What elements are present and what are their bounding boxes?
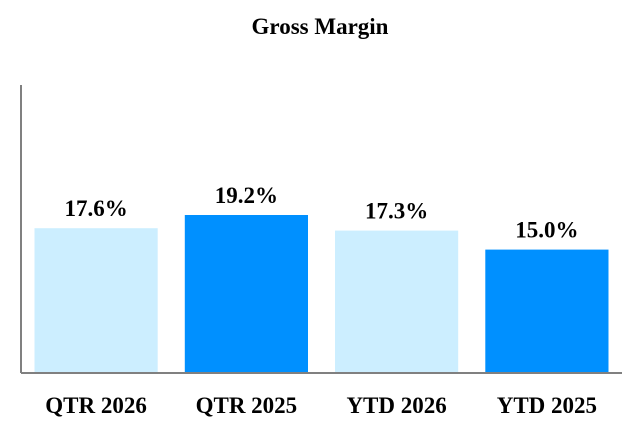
value-label-qtr-2025: 19.2% [215, 183, 278, 208]
bar-ytd-2026 [335, 230, 459, 373]
x-tick-label-qtr-2025: QTR 2025 [196, 393, 298, 418]
value-label-qtr-2026: 17.6% [64, 196, 127, 221]
bars-group [34, 215, 609, 373]
bar-qtr-2025 [184, 215, 308, 373]
bar-qtr-2026 [34, 228, 158, 373]
value-label-ytd-2026: 17.3% [365, 199, 428, 224]
x-tick-label-qtr-2026: QTR 2026 [45, 393, 147, 418]
x-tick-label-ytd-2026: YTD 2026 [346, 393, 446, 418]
bar-ytd-2025 [485, 249, 609, 373]
value-labels-group: 17.6% 19.2% 17.3% 15.0% [64, 183, 578, 243]
x-tick-label-ytd-2025: YTD 2025 [497, 393, 597, 418]
chart-title: Gross Margin [251, 14, 389, 39]
value-label-ytd-2025: 15.0% [515, 218, 578, 243]
tick-labels-group: QTR 2026 QTR 2025 YTD 2026 YTD 2025 [45, 393, 597, 418]
